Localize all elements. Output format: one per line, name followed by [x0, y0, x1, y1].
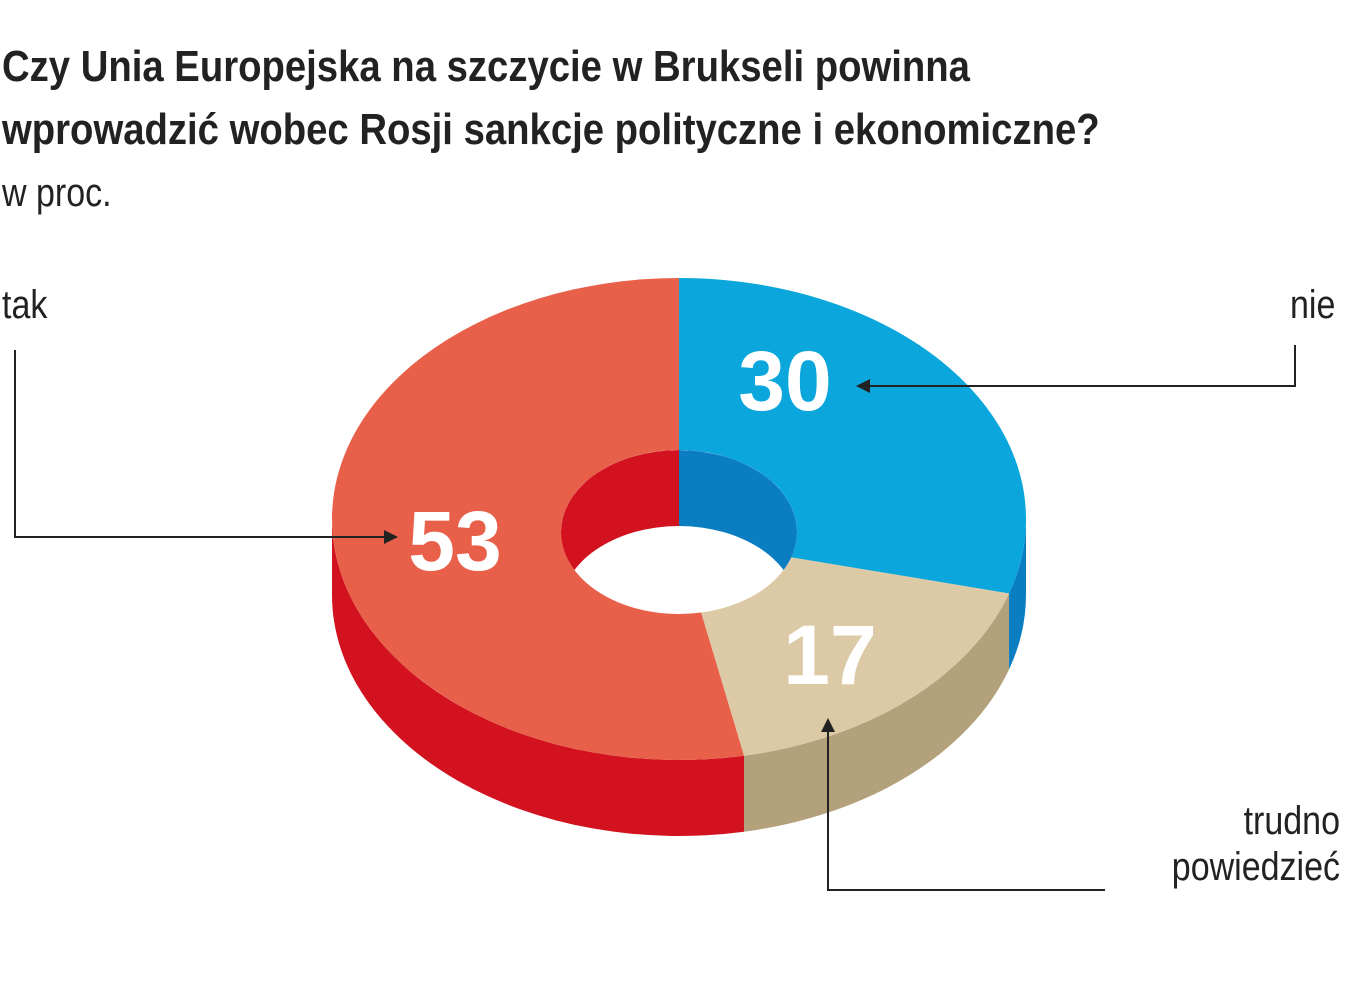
hole-wall	[679, 450, 797, 608]
value-label: 53	[408, 494, 501, 588]
chart-subtitle: w proc.	[2, 171, 112, 215]
hole-wall	[561, 450, 679, 608]
leaders	[14, 345, 1296, 891]
value-label: 30	[738, 334, 831, 428]
arrowheads	[384, 379, 870, 732]
category-label: tak	[2, 283, 48, 327]
slice-side	[744, 593, 1010, 832]
value-label: 17	[783, 608, 876, 702]
category-label: trudno powiedzieć	[1171, 799, 1340, 889]
chart-title: Czy Unia Europejska na szczycie w Brukse…	[2, 42, 970, 91]
category-label: nie	[1289, 283, 1335, 327]
chart-title: wprowadzić wobec Rosji sankcje polityczn…	[2, 105, 1100, 154]
slice	[701, 557, 1010, 756]
slice-side	[1009, 519, 1027, 670]
slice	[679, 278, 1027, 594]
slice-side	[332, 519, 745, 836]
slice	[331, 278, 745, 760]
